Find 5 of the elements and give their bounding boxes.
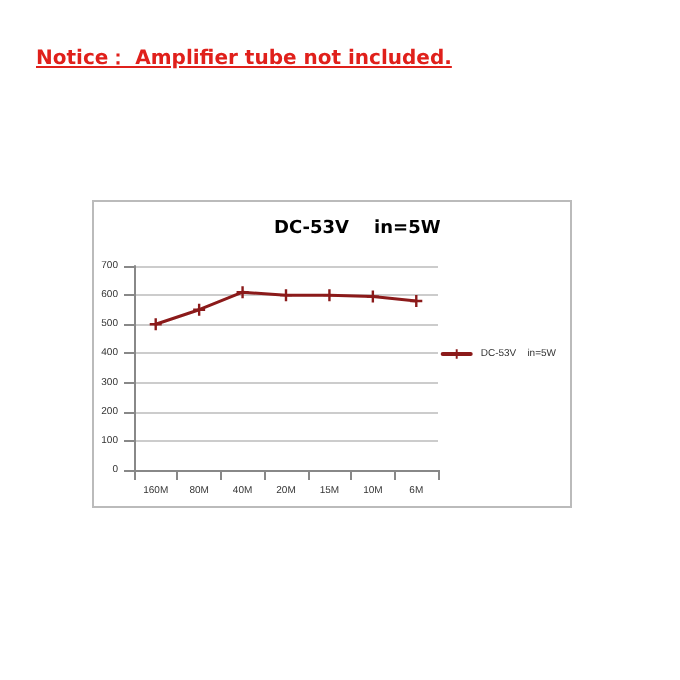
point	[236, 286, 249, 299]
chart-title: DC-53V in=5W	[274, 219, 441, 239]
point	[366, 290, 379, 303]
point	[323, 289, 336, 302]
text: Notice： Amplifier tube not included.	[36, 46, 452, 72]
